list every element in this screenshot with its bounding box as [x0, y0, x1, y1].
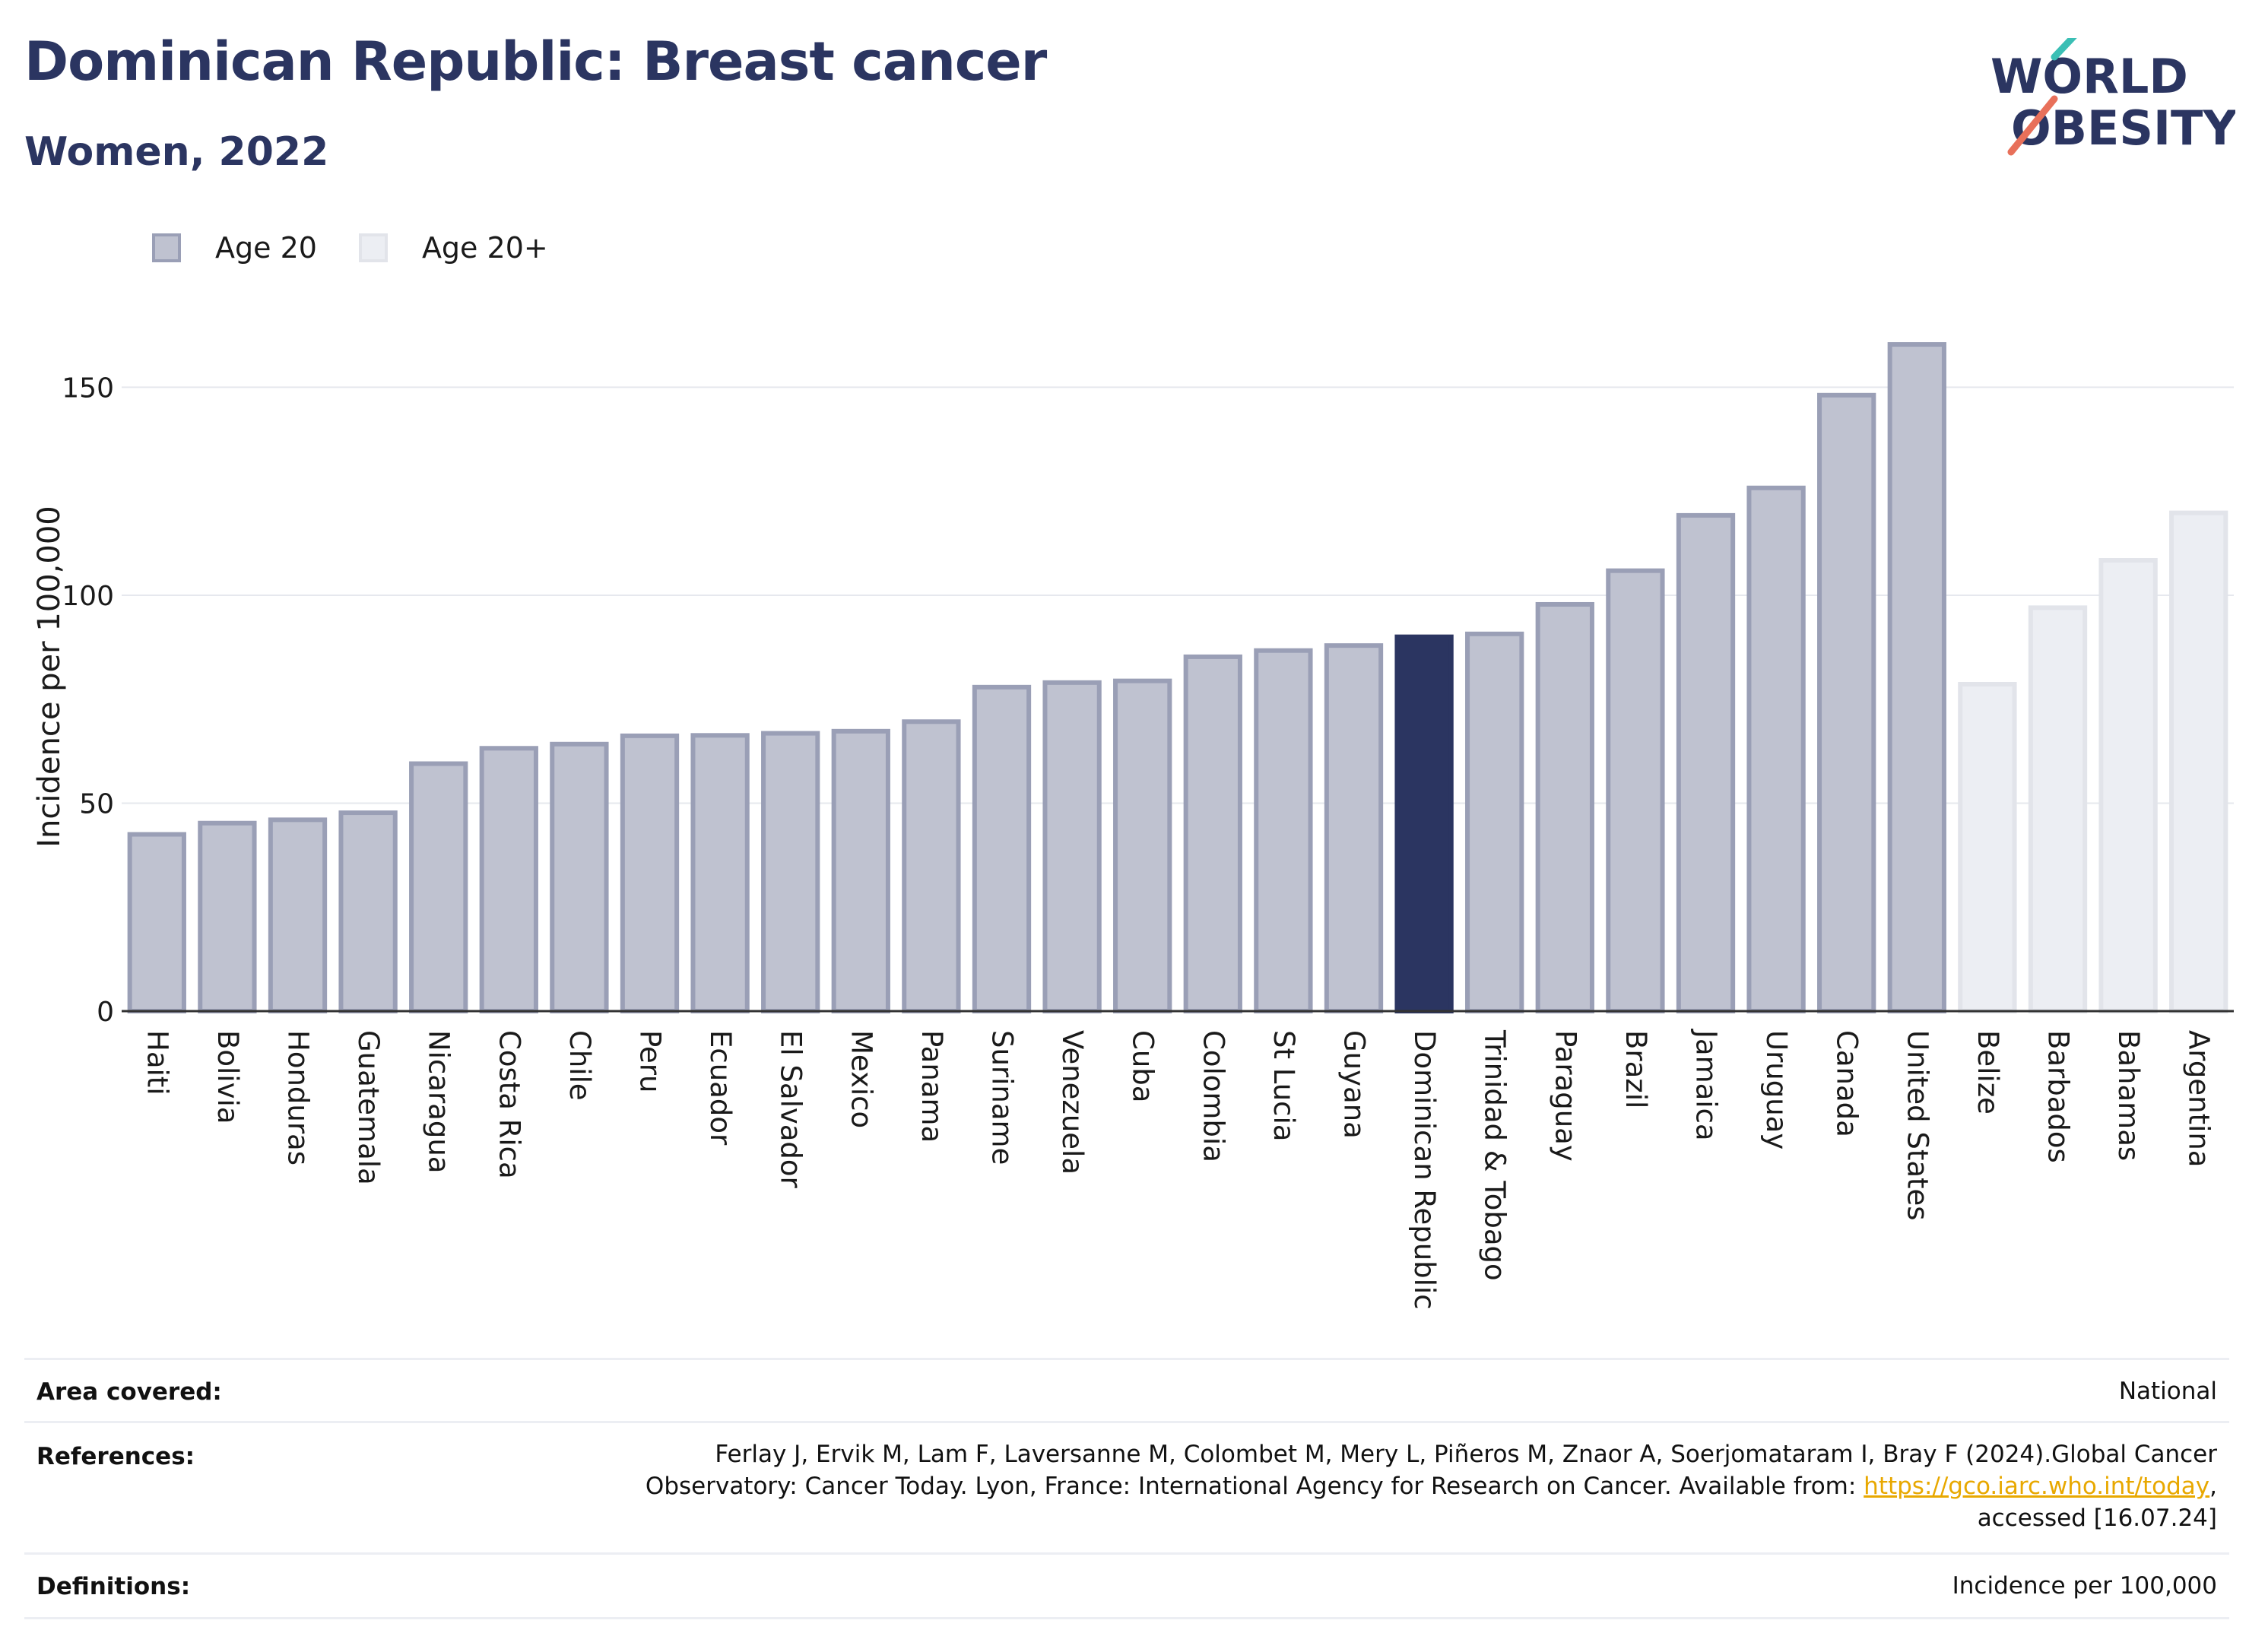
bar	[409, 761, 468, 1013]
x-tick-label: Belize	[1971, 1030, 2004, 1115]
bar	[690, 733, 750, 1013]
bar	[831, 728, 890, 1013]
meta-row-references: References: Ferlay J, Ervik M, Lam F, La…	[24, 1423, 2229, 1555]
bar	[972, 684, 1032, 1013]
bar	[1817, 392, 1876, 1013]
meta-def-value: Incidence per 100,000	[1952, 1572, 2217, 1600]
meta-area-value: National	[2118, 1378, 2217, 1405]
bar	[2169, 510, 2228, 1013]
legend-label-age20plus: Age 20+	[421, 231, 548, 265]
x-tick-label: Argentina	[2183, 1030, 2216, 1167]
x-tick-label: Nicaragua	[423, 1030, 455, 1173]
bar	[1465, 631, 1524, 1013]
meta-def-key: Definitions:	[36, 1573, 191, 1600]
bar	[1887, 342, 1946, 1013]
bar	[1183, 654, 1242, 1013]
bar	[1535, 601, 1594, 1013]
bar	[620, 733, 680, 1013]
bar	[1676, 512, 1736, 1013]
x-tick-label: Bolivia	[211, 1030, 244, 1124]
y-tick-label: 150	[62, 373, 114, 404]
x-tick-label: Colombia	[1197, 1030, 1229, 1162]
bar	[1254, 648, 1313, 1013]
x-tick-label: Haiti	[141, 1030, 173, 1096]
bar	[2098, 557, 2158, 1013]
legend-label-age20: Age 20	[215, 231, 317, 265]
meta-ref-value: Ferlay J, Ervik M, Lam F, Laversanne M, …	[646, 1438, 2217, 1534]
x-tick-label: El Salvador	[775, 1030, 807, 1189]
legend-swatch-age20plus	[358, 233, 388, 262]
bar	[1606, 568, 1665, 1013]
bar	[1324, 643, 1384, 1014]
x-tick-label: Cuba	[1127, 1030, 1159, 1102]
bar	[1113, 678, 1172, 1014]
x-tick-label: Trinidad & Tobago	[1479, 1029, 1511, 1281]
meta-ref-line3: accessed [16.07.24]	[1977, 1505, 2217, 1532]
x-tick-label: Bahamas	[2112, 1030, 2145, 1161]
x-tick-label: Peru	[634, 1030, 667, 1092]
legend-item-age20[interactable]: Age 20	[152, 231, 317, 265]
bar	[1746, 485, 1806, 1013]
x-tick-label: Panama	[915, 1030, 948, 1143]
y-axis-label: Incidence per 100,000	[32, 506, 67, 848]
bar	[479, 746, 538, 1014]
meta-ref-key: References:	[36, 1443, 195, 1470]
x-tick-label: Honduras	[282, 1030, 315, 1165]
x-tick-label: Paraguay	[1549, 1030, 1581, 1162]
bar	[338, 810, 398, 1014]
y-tick-label: 0	[97, 997, 114, 1028]
logo-teal-stroke	[2051, 38, 2077, 61]
world-obesity-logo: WORLD OBESITY	[1990, 38, 2235, 156]
y-tick-label: 50	[79, 788, 114, 820]
x-tick-label: United States	[1901, 1030, 1933, 1221]
bar	[198, 820, 257, 1013]
reference-link[interactable]: https://gco.iarc.who.int/today	[1864, 1473, 2210, 1500]
bar	[268, 817, 328, 1013]
bar	[550, 741, 609, 1013]
x-tick-label: Chile	[563, 1030, 596, 1101]
meta-row-area: Area covered: National	[24, 1360, 2229, 1423]
meta-ref-line2: Observatory: Cancer Today. Lyon, France:…	[645, 1473, 2217, 1500]
bar	[1394, 634, 1454, 1013]
x-tick-label: Uruguay	[1760, 1030, 1793, 1149]
logo-coral-stroke	[2007, 95, 2058, 156]
bar	[761, 731, 820, 1013]
legend-swatch-age20	[152, 233, 181, 262]
x-tick-label: Barbados	[2042, 1030, 2075, 1163]
bar	[1042, 680, 1102, 1014]
x-tick-label: Brazil	[1619, 1030, 1652, 1108]
bar	[127, 832, 186, 1013]
chart-title: Dominican Republic: Breast cancer	[24, 30, 1047, 93]
chart-subtitle: Women, 2022	[24, 129, 329, 175]
meta-ref-line1: Ferlay J, Ervik M, Lam F, Laversanne M, …	[715, 1441, 2217, 1468]
x-tick-label: Venezuela	[1056, 1030, 1089, 1175]
metadata-table: Area covered: National References: Ferla…	[24, 1358, 2229, 1619]
chart-legend: Age 20 Age 20+	[152, 225, 590, 271]
x-tick-label: Mexico	[845, 1030, 877, 1128]
meta-row-definitions: Definitions: Incidence per 100,000	[24, 1555, 2229, 1619]
logo-line1: WORLD	[1990, 49, 2188, 104]
x-tick-label: Canada	[1831, 1030, 1864, 1137]
x-tick-label: Jamaica	[1690, 1029, 1723, 1141]
x-tick-label: Guyana	[1338, 1030, 1371, 1139]
x-tick-label: Guatemala	[352, 1030, 385, 1185]
y-tick-label: 100	[62, 581, 114, 612]
legend-item-age20plus[interactable]: Age 20+	[358, 231, 548, 265]
x-tick-label: Suriname	[986, 1030, 1019, 1165]
x-tick-label: St Lucia	[1267, 1030, 1300, 1141]
bar	[2028, 605, 2088, 1013]
x-tick-label: Costa Rica	[493, 1030, 525, 1179]
meta-area-key: Area covered:	[36, 1378, 222, 1406]
x-tick-label: Dominican Republic	[1408, 1030, 1441, 1310]
x-tick-label: Ecuador	[704, 1030, 737, 1146]
bar-chart: 0 50 100 150 Incidence per 100,000 Haiti Boliv…	[32, 342, 2234, 1310]
bar	[1958, 682, 2017, 1013]
bar	[902, 719, 961, 1013]
